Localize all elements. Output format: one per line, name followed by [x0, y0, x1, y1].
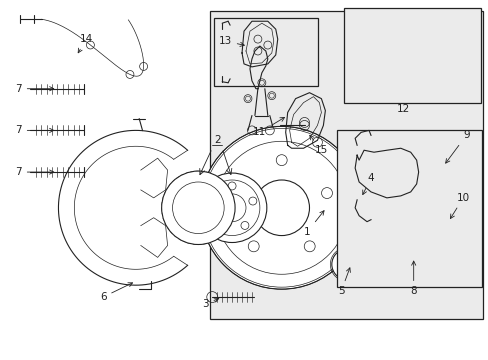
Text: 2: 2: [213, 135, 220, 145]
Text: 1: 1: [304, 211, 324, 237]
Text: 5: 5: [337, 268, 350, 296]
Text: 15: 15: [309, 135, 327, 155]
Text: 7: 7: [15, 167, 54, 177]
Bar: [344, 8, 480, 103]
Bar: [210, 11, 482, 319]
Text: 6: 6: [100, 283, 132, 302]
Circle shape: [331, 249, 362, 280]
Text: 11: 11: [253, 117, 284, 138]
Text: 7: 7: [15, 125, 54, 135]
Text: 13: 13: [218, 36, 244, 46]
Text: 7: 7: [15, 84, 54, 94]
Circle shape: [197, 173, 266, 243]
Bar: [214, 18, 318, 86]
Circle shape: [200, 126, 362, 289]
Text: 12: 12: [396, 104, 409, 113]
Text: 8: 8: [409, 261, 416, 296]
Text: 9: 9: [445, 130, 468, 163]
Text: 4: 4: [362, 173, 373, 194]
Circle shape: [162, 171, 235, 244]
Text: 10: 10: [449, 193, 469, 219]
Circle shape: [362, 156, 398, 192]
Text: 14: 14: [78, 34, 93, 53]
Text: 3: 3: [202, 298, 218, 309]
Bar: [337, 130, 481, 287]
